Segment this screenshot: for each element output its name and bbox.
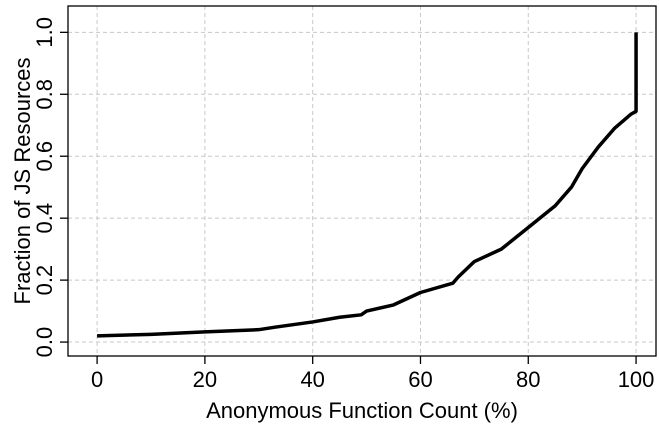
plot-frame bbox=[67, 5, 657, 357]
y-tick-label: 0.4 bbox=[32, 203, 57, 234]
x-tick-label: 0 bbox=[91, 367, 103, 392]
x-tick-label: 20 bbox=[193, 367, 217, 392]
x-tick-label: 100 bbox=[618, 367, 655, 392]
cdf-line bbox=[97, 32, 638, 338]
x-tick-label: 40 bbox=[300, 367, 324, 392]
y-tick-label: 0.8 bbox=[32, 79, 57, 110]
x-tick-label: 80 bbox=[516, 367, 540, 392]
y-tick-label: 0.2 bbox=[32, 265, 57, 296]
x-axis-label: Anonymous Function Count (%) bbox=[206, 398, 518, 423]
y-tick-label: 1.0 bbox=[32, 17, 57, 48]
y-axis-label: Fraction of JS Resources bbox=[10, 58, 35, 305]
x-tick-label: 60 bbox=[408, 367, 432, 392]
y-tick-label: 0.0 bbox=[32, 327, 57, 358]
y-tick-label: 0.6 bbox=[32, 141, 57, 172]
